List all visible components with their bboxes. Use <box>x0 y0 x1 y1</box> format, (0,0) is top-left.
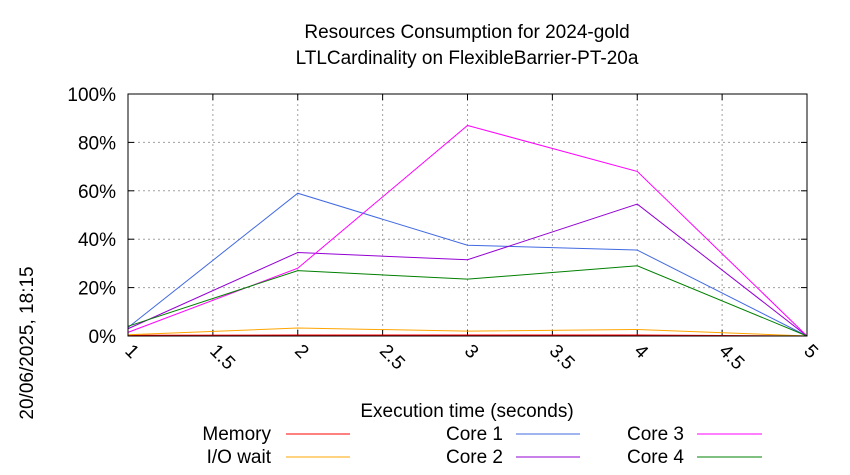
x-tick-label: 1 <box>120 341 142 363</box>
plot-frame <box>127 93 808 337</box>
x-tick-label: 2.5 <box>375 341 409 375</box>
y-tick-label: 20% <box>78 279 116 300</box>
legend-label: Core 4 <box>627 447 684 468</box>
x-tick-label: 3 <box>460 341 482 363</box>
series-line-core-4 <box>127 265 808 337</box>
y-tick-label: 60% <box>78 182 116 203</box>
x-tick-label: 1.5 <box>205 341 239 375</box>
legend-label: Memory <box>202 424 271 445</box>
x-tick-labels: 1 1.5 2 2.5 3 3.5 4 4.5 5 <box>120 341 821 375</box>
legend-label: Core 3 <box>627 424 684 445</box>
timestamp: 20/06/2025, 18:15 <box>17 266 38 419</box>
x-tick-label: 2 <box>290 341 312 363</box>
legend-label: Core 1 <box>446 424 503 445</box>
x-tick-label: 4 <box>630 341 653 364</box>
y-tick-label: 100% <box>67 85 116 106</box>
y-tick-label: 80% <box>78 133 116 154</box>
series-lines <box>127 124 808 337</box>
x-tick-label: 5 <box>799 341 821 363</box>
y-tick-label: 40% <box>78 230 116 251</box>
y-tick-labels: 0% 20% 40% 60% 80% 100% <box>67 85 116 348</box>
y-tick-label: 0% <box>89 327 117 348</box>
chart-title: Resources Consumption for 2024-gold <box>304 22 629 43</box>
series-line-i-o-wait <box>127 327 808 337</box>
series-line-core-1 <box>127 192 808 337</box>
grid <box>127 93 808 337</box>
series-line-memory <box>127 334 808 337</box>
chart-subtitle: LTLCardinality on FlexibleBarrier-PT-20a <box>296 48 639 69</box>
x-axis-label: Execution time (seconds) <box>360 401 573 422</box>
legend-label: I/O wait <box>207 447 272 468</box>
x-tick-label: 3.5 <box>545 341 579 375</box>
legend-label: Core 2 <box>446 447 503 468</box>
x-tick-label: 4.5 <box>715 341 749 375</box>
series-line-core-2 <box>127 203 808 337</box>
